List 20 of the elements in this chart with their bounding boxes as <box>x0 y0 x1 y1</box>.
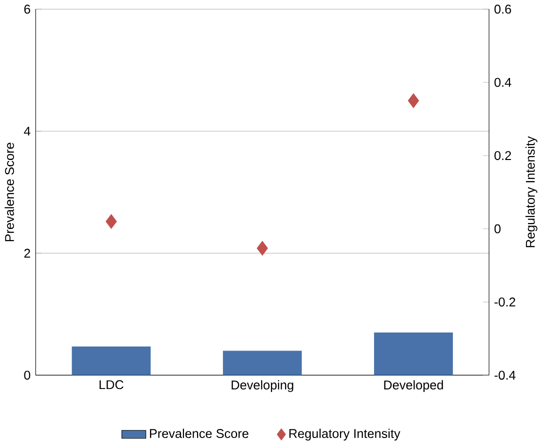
x-tick-label: LDC <box>100 380 124 390</box>
y2-tick-label: -0.4 <box>494 370 516 380</box>
point <box>256 241 268 256</box>
y2-axis-title: Regulatory Intensity <box>526 136 538 248</box>
y2-tick-label: 0.2 <box>494 151 511 160</box>
y-axis-title: Prevalence Score <box>4 142 14 242</box>
y2-tick-label: 0.4 <box>494 78 512 88</box>
y-tick-label: 6 <box>24 4 30 14</box>
x-tick-label: Developed <box>384 380 443 392</box>
legend-label: Prevalence Score <box>150 428 248 438</box>
point <box>106 214 117 229</box>
y2-tick-label: 0 <box>494 224 501 234</box>
point <box>408 94 420 108</box>
x-tick-label: Developing <box>232 380 294 392</box>
y2-tick-label: 0.6 <box>494 4 512 14</box>
y2-tick-label: -0.2 <box>494 298 516 307</box>
legend-label: Regulatory Intensity <box>289 428 400 441</box>
y-tick-label: 0 <box>24 370 30 380</box>
y-tick-label: 4 <box>24 126 30 136</box>
y-tick-label: 2 <box>24 248 30 258</box>
